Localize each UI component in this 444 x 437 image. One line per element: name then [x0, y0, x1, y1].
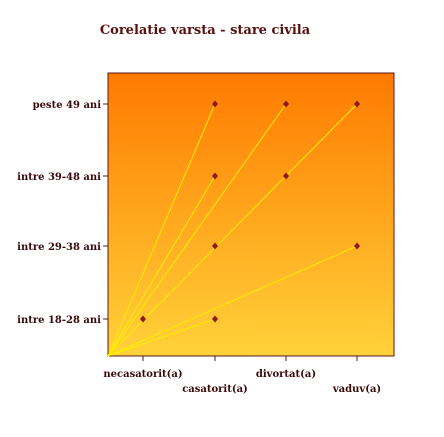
chart-title: Corelatie varsta - stare civila — [100, 23, 311, 38]
connector-lines — [107, 103, 358, 357]
data-point — [212, 172, 218, 180]
connector-line — [107, 103, 287, 357]
data-point — [212, 242, 218, 250]
x-tick-label: necasatorit(a) — [103, 369, 182, 380]
data-point — [212, 315, 218, 323]
data-point — [354, 100, 360, 108]
connector-line — [107, 103, 358, 357]
data-point — [212, 100, 218, 108]
connector-line — [107, 175, 216, 357]
data-points — [140, 100, 360, 323]
x-axis: necasatorit(a)casatorit(a) divortat(a) vad… — [103, 356, 381, 395]
connector-line — [107, 318, 216, 357]
y-axis: intre 18-28 ani intre 29-38 ani intre 39-4… — [17, 100, 108, 326]
y-tick-label: peste 49 ani — [33, 100, 102, 111]
data-point — [283, 100, 289, 108]
connector-line — [107, 103, 216, 357]
data-point — [354, 242, 360, 250]
y-tick-label: intre 18-28 ani — [17, 315, 101, 326]
x-tick-label: casatorit(a) — [182, 384, 248, 395]
x-tick-label: divortat(a) — [256, 369, 316, 380]
y-tick-label: intre 29-38 ani — [17, 242, 101, 253]
y-tick-label: intre 39-48 ani — [17, 172, 101, 183]
connector-line — [107, 245, 358, 357]
plot-area — [107, 72, 395, 357]
x-tick-label: vaduv(a) — [332, 384, 381, 395]
data-point — [283, 172, 289, 180]
data-point — [140, 315, 146, 323]
